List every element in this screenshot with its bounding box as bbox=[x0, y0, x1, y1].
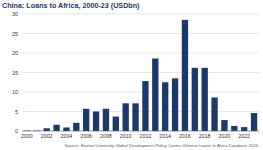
bar bbox=[142, 81, 148, 131]
bar bbox=[83, 109, 89, 131]
source: Source: Boston University Global Develop… bbox=[65, 143, 259, 148]
x-tick-label: 2006 bbox=[80, 133, 92, 139]
y-tick-label: 5 bbox=[15, 109, 18, 115]
grid-line bbox=[22, 33, 259, 34]
x-tick-label: 2014 bbox=[159, 133, 171, 139]
bar bbox=[162, 82, 168, 131]
y-tick-label: 30 bbox=[12, 11, 18, 17]
x-tick-label: 2008 bbox=[100, 133, 112, 139]
y-tick-label: 25 bbox=[12, 31, 18, 37]
grid-line bbox=[22, 53, 259, 54]
grid-line bbox=[22, 92, 259, 93]
bar bbox=[53, 125, 59, 131]
y-tick-label: 15 bbox=[12, 70, 18, 76]
x-tick-label: 2002 bbox=[41, 133, 53, 139]
x-tick-label: 2012 bbox=[140, 133, 152, 139]
bar bbox=[93, 112, 99, 132]
grid-line bbox=[22, 111, 259, 112]
bar bbox=[152, 58, 158, 131]
x-tick-label: 2010 bbox=[120, 133, 132, 139]
bar bbox=[231, 126, 237, 131]
x-tick-label: 2022 bbox=[238, 133, 250, 139]
y-tick-label: 20 bbox=[12, 50, 18, 56]
x-tick-label: 2018 bbox=[199, 133, 211, 139]
bar bbox=[192, 68, 198, 131]
bar bbox=[221, 120, 227, 131]
grid-line bbox=[22, 72, 259, 73]
x-tick-label: 2004 bbox=[61, 133, 73, 139]
bar bbox=[211, 97, 217, 131]
y-tick-label: 0 bbox=[15, 128, 18, 134]
bar bbox=[251, 113, 257, 131]
bar bbox=[73, 123, 79, 131]
x-tick-label: 2016 bbox=[179, 133, 191, 139]
bar bbox=[132, 103, 138, 131]
chart: China: Loans to Africa, 2000-23 (USDbn) 0… bbox=[0, 0, 263, 150]
bar bbox=[44, 128, 50, 131]
x-tick-label: 2020 bbox=[219, 133, 231, 139]
bar bbox=[172, 78, 178, 131]
x-tick-label: 2000 bbox=[21, 133, 33, 139]
bar bbox=[113, 117, 119, 131]
bars bbox=[24, 20, 257, 131]
x-axis bbox=[22, 131, 259, 132]
bar bbox=[63, 127, 69, 131]
bar bbox=[103, 109, 109, 131]
y-tick-label: 10 bbox=[12, 89, 18, 95]
bar bbox=[123, 103, 129, 131]
bar bbox=[182, 20, 188, 131]
bar bbox=[241, 127, 247, 131]
bar bbox=[202, 68, 208, 131]
title: China: Loans to Africa, 2000-23 (USDbn) bbox=[2, 1, 140, 10]
grid-line bbox=[22, 14, 259, 15]
